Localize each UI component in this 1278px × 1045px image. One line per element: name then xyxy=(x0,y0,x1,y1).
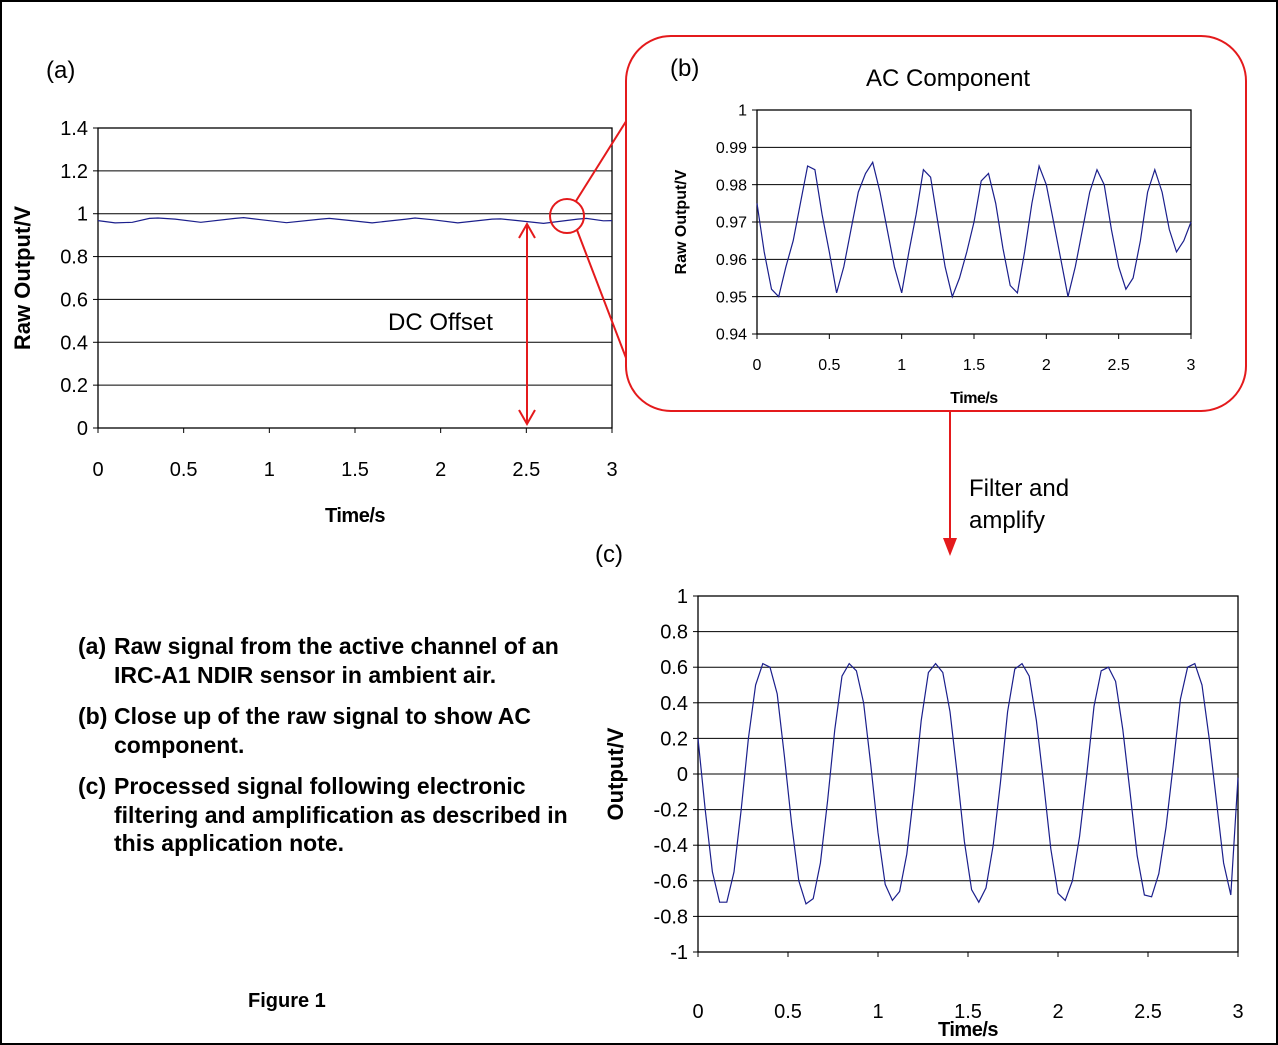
y-tick-label: 0.2 xyxy=(60,375,88,397)
caption-label-a: (a) xyxy=(78,633,107,659)
caption-label-b: (b) xyxy=(78,703,108,729)
x-tick-label: 1.5 xyxy=(963,357,985,374)
x-tick-label: 3 xyxy=(606,459,617,481)
y-tick-label: 0.6 xyxy=(60,289,88,311)
series-line xyxy=(97,216,613,225)
caption-text-c: Processed signal following electronic fi… xyxy=(114,773,568,856)
y-tick-label: 0.94 xyxy=(716,327,747,344)
y-tick-label: 0.4 xyxy=(660,693,688,715)
x-tick-label: 2.5 xyxy=(1134,1001,1162,1023)
dc-offset-arrow xyxy=(518,221,536,427)
x-axis-label: Time/s xyxy=(938,1019,998,1041)
caption-item-b: (b) Close up of the raw signal to show A… xyxy=(78,702,598,759)
plot-area-frame xyxy=(697,595,1239,953)
y-tick-label: 1.2 xyxy=(60,161,88,183)
x-tick-label: 0 xyxy=(753,357,762,374)
y-tick-label: 0.95 xyxy=(716,289,747,306)
x-tick-label: 2 xyxy=(435,459,446,481)
x-tick-label: 0 xyxy=(692,1001,703,1023)
x-tick-label: 3 xyxy=(1232,1001,1243,1023)
y-tick-label: -0.6 xyxy=(654,871,688,893)
chart-panel-a: 0 0.2 0.4 0.6 0.8 1 1.2 1.4 0 0.5 1 1.5 2 2.5 3 Time/s R… xyxy=(10,118,618,527)
zoom-circle xyxy=(549,198,585,234)
x-tick-label: 0.5 xyxy=(170,459,198,481)
x-tick-label: 2.5 xyxy=(512,459,540,481)
x-axis-label: Time/s xyxy=(325,505,385,527)
x-tick-label: 2 xyxy=(1052,1001,1063,1023)
y-tick-label: -0.8 xyxy=(654,906,688,928)
panel-b-tag: (b) xyxy=(670,55,699,82)
filter-label-line2: amplify xyxy=(969,507,1045,534)
y-tick-label: 0.2 xyxy=(660,728,688,750)
y-axis-label: Raw Output/V xyxy=(673,169,690,274)
dc-offset-label: DC Offset xyxy=(388,309,493,336)
x-tick-label: 0.5 xyxy=(774,1001,802,1023)
caption-text-b: Close up of the raw signal to show AC co… xyxy=(114,703,532,758)
zoom-callout-box xyxy=(625,35,1247,412)
x-tick-label: 1.5 xyxy=(954,1001,982,1023)
x-tick-label: 0 xyxy=(92,459,103,481)
panel-c-tag: (c) xyxy=(595,541,623,568)
y-tick-label: 0.8 xyxy=(60,247,88,269)
x-axis-label: Time/s xyxy=(950,390,998,407)
y-tick-label: 1.4 xyxy=(60,118,88,140)
caption-text-a: Raw signal from the active channel of an… xyxy=(114,633,559,688)
filter-label-line1: Filter and xyxy=(969,475,1069,502)
figure-label: Figure 1 xyxy=(248,990,326,1012)
filter-arrow xyxy=(943,412,957,556)
series-line xyxy=(697,662,1239,905)
y-tick-label: 0 xyxy=(77,418,88,440)
y-tick-label: 0 xyxy=(677,764,688,786)
y-tick-label: 1 xyxy=(677,586,688,608)
chart-panel-b: 0.94 0.95 0.96 0.97 0.98 0.99 1 0 0.5 1 1.5 2 2.5 3 Ti… xyxy=(673,103,1196,407)
y-tick-label: 0.8 xyxy=(660,622,688,644)
x-tick-label: 1 xyxy=(872,1001,883,1023)
chart-panel-c: -1 -0.8 -0.6 -0.4 -0.2 0 0.2 0.4 0.6 0.8 1 0 0.5 1 1.5… xyxy=(603,586,1244,1041)
caption-item-c: (c) Processed signal following electroni… xyxy=(78,772,598,858)
x-tick-label: 1 xyxy=(264,459,275,481)
caption-label-c: (c) xyxy=(78,773,107,799)
y-tick-label: 1 xyxy=(77,204,88,226)
y-tick-label: 0.4 xyxy=(60,332,88,354)
y-tick-label: -0.4 xyxy=(654,835,688,857)
y-tick-label: 0.97 xyxy=(716,215,747,232)
x-tick-label: 0.5 xyxy=(818,357,840,374)
x-tick-label: 2.5 xyxy=(1108,357,1130,374)
y-axis-label: Output/V xyxy=(603,727,628,820)
y-tick-label: 0.6 xyxy=(660,657,688,679)
panel-a-tag: (a) xyxy=(46,57,75,84)
plot-area-frame xyxy=(97,127,613,429)
series-line xyxy=(756,160,1192,299)
caption-item-a: (a) Raw signal from the active channel o… xyxy=(78,632,598,689)
panel-b-title: AC Component xyxy=(866,65,1030,92)
figure-caption-list: (a) Raw signal from the active channel o… xyxy=(78,632,598,871)
y-axis-label: Raw Output/V xyxy=(10,206,35,351)
y-tick-label: 0.96 xyxy=(716,252,747,269)
y-tick-label: 0.98 xyxy=(716,177,747,194)
x-tick-label: 2 xyxy=(1042,357,1051,374)
y-tick-label: -1 xyxy=(670,942,688,964)
x-tick-label: 1 xyxy=(897,357,906,374)
y-tick-label: 1 xyxy=(738,103,747,120)
x-tick-label: 3 xyxy=(1187,357,1196,374)
y-tick-label: -0.2 xyxy=(654,800,688,822)
y-tick-label: 0.99 xyxy=(716,140,747,157)
x-tick-label: 1.5 xyxy=(341,459,369,481)
